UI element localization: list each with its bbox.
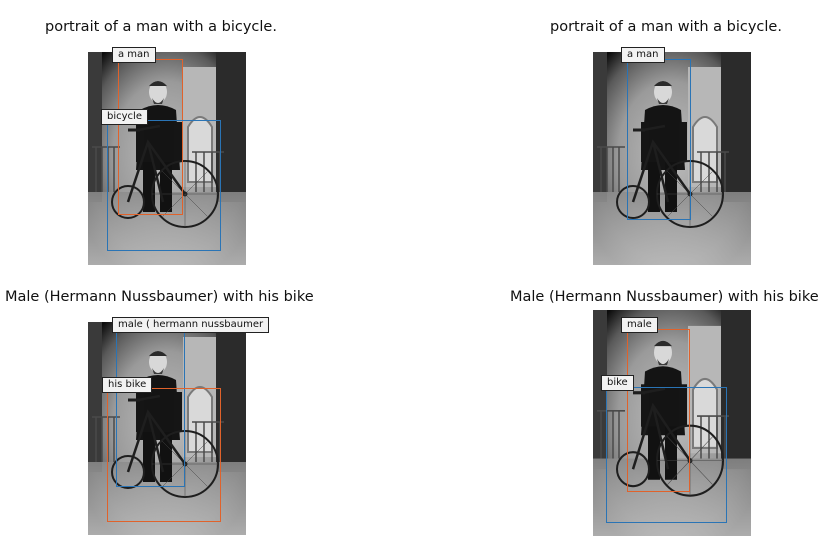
panel-caption: portrait of a man with a bicycle. [550,19,782,35]
panel-caption: Male (Hermann Nussbaumer) with his bike [510,289,819,305]
box-label: bicycle [101,109,148,125]
box-label: his bike [102,377,153,393]
photo [88,322,246,535]
photo [593,52,751,265]
panel-caption: Male (Hermann Nussbaumer) with his bike [5,289,314,305]
box-label: bike [601,375,634,391]
box-label: male [621,317,658,333]
box-label: a man [112,47,156,63]
photo [88,52,246,265]
box-label: male ( hermann nussbaumer [112,317,270,333]
photo [593,310,751,536]
panel-caption: portrait of a man with a bicycle. [45,19,277,35]
box-label: a man [621,47,665,63]
